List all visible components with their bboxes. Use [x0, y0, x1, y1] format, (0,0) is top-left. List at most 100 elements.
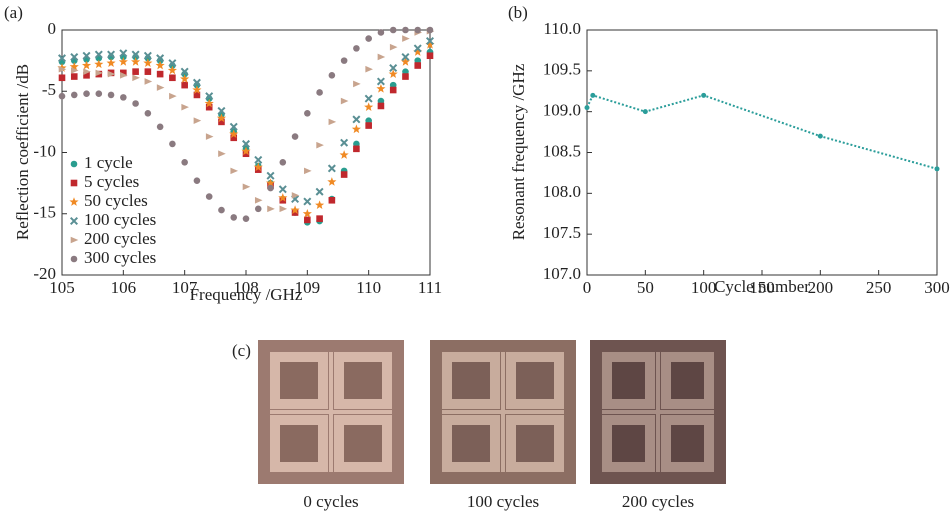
- data-point: [118, 57, 128, 66]
- x-tick-label: 109: [295, 278, 321, 297]
- cell-inner: [344, 362, 382, 399]
- data-point: [364, 102, 374, 112]
- y-tick-label: 0: [48, 19, 57, 38]
- data-point: [143, 58, 153, 67]
- x-tick-label: 106: [111, 278, 137, 297]
- data-point: [192, 78, 201, 87]
- data-point: [413, 44, 422, 53]
- data-point: [81, 60, 92, 70]
- data-point: [389, 26, 397, 34]
- x-tick-label: 107: [172, 278, 198, 297]
- data-point: [169, 92, 177, 100]
- data-point: [642, 109, 648, 115]
- data-point: [242, 150, 250, 158]
- data-point: [389, 63, 398, 72]
- data-line: [586, 94, 938, 170]
- photo-caption: 100 cycles: [467, 492, 539, 511]
- x-tick-label: 0: [583, 278, 592, 297]
- data-point: [119, 49, 128, 58]
- data-point: [353, 80, 361, 88]
- cell-inner: [671, 362, 704, 399]
- x-tick-label: 105: [49, 278, 75, 297]
- data-point: [365, 122, 372, 129]
- data-point: [254, 166, 262, 173]
- data-point: [107, 91, 115, 99]
- data-point: [304, 167, 312, 175]
- legend-label: 50 cycles: [84, 191, 148, 210]
- data-point: [278, 185, 287, 194]
- legend-marker: [70, 160, 78, 168]
- data-point: [181, 81, 188, 89]
- data-point: [327, 164, 336, 173]
- data-point: [267, 205, 275, 213]
- data-point: [156, 123, 164, 131]
- data-point: [216, 113, 227, 123]
- legend-label: 300 cycles: [84, 248, 156, 267]
- legend-marker: [70, 236, 79, 244]
- data-point: [401, 52, 410, 61]
- data-point: [402, 35, 410, 42]
- data-point: [339, 150, 349, 159]
- data-point: [353, 45, 360, 52]
- legend-marker: [70, 255, 78, 263]
- cell-inner: [344, 425, 382, 462]
- data-point: [70, 73, 78, 80]
- data-point: [230, 134, 238, 142]
- data-point: [241, 146, 251, 156]
- legend-marker: [70, 179, 78, 187]
- data-point: [414, 62, 422, 69]
- data-point: [400, 57, 411, 66]
- photo-caption: 200 cycles: [622, 492, 694, 511]
- data-point: [180, 67, 189, 76]
- data-point: [351, 124, 361, 134]
- data-point: [426, 26, 434, 34]
- photo: [590, 340, 726, 484]
- y-tick-label: -5: [42, 80, 56, 99]
- legend-marker: [69, 216, 79, 226]
- data-point: [316, 141, 324, 149]
- y-tick-label: 107.0: [543, 264, 581, 283]
- data-point: [389, 86, 397, 94]
- data-point: [144, 110, 152, 117]
- data-point: [156, 70, 164, 78]
- data-point: [389, 43, 398, 51]
- legend-label: 200 cycles: [84, 229, 156, 248]
- data-point: [192, 85, 202, 94]
- data-point: [181, 159, 188, 166]
- data-point: [584, 105, 590, 111]
- panel-label: (b): [508, 3, 528, 22]
- data-point: [414, 26, 422, 34]
- y-tick-label: -15: [33, 203, 56, 222]
- x-axis-label: Cycle number: [714, 277, 810, 296]
- cell-inner: [280, 362, 318, 399]
- data-point: [254, 196, 263, 204]
- data-point: [377, 29, 385, 36]
- data-point: [230, 214, 238, 221]
- data-point: [291, 133, 299, 140]
- cross-v: [656, 352, 660, 472]
- panel-label: (c): [232, 341, 251, 360]
- data-point: [156, 84, 165, 91]
- data-point: [205, 193, 213, 200]
- data-point: [218, 206, 225, 214]
- cross-v: [329, 352, 333, 472]
- data-point: [83, 90, 90, 97]
- data-point: [291, 209, 299, 216]
- data-point: [365, 65, 373, 73]
- data-point: [132, 74, 140, 82]
- data-point: [58, 65, 67, 73]
- cross-v: [501, 352, 505, 472]
- data-point: [169, 140, 176, 148]
- data-point: [82, 51, 91, 60]
- data-point: [377, 53, 386, 61]
- data-point: [193, 177, 201, 184]
- data-point: [69, 61, 79, 71]
- data-point: [242, 183, 251, 191]
- data-point: [144, 78, 153, 85]
- data-point: [425, 39, 435, 49]
- x-tick-label: 111: [418, 278, 442, 297]
- data-point: [303, 197, 312, 206]
- cell-inner: [612, 362, 645, 399]
- data-point: [278, 193, 288, 202]
- x-tick-label: 150: [749, 278, 775, 297]
